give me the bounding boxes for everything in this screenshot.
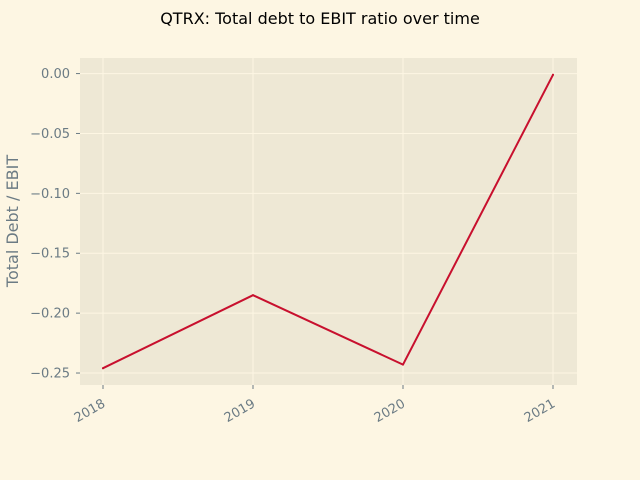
data-point bbox=[102, 367, 104, 370]
grid bbox=[80, 58, 577, 385]
y-tick-label: 0.00 bbox=[41, 67, 70, 82]
plot-area bbox=[80, 58, 577, 385]
y-tick-label: −0.15 bbox=[30, 247, 70, 262]
x-tick-label: 2018 bbox=[72, 396, 108, 426]
chart-title: QTRX: Total debt to EBIT ratio over time bbox=[160, 9, 480, 28]
y-tick-label: −0.10 bbox=[30, 187, 70, 202]
x-tick-label: 2020 bbox=[372, 396, 408, 426]
x-tick-label: 2021 bbox=[522, 396, 558, 426]
y-axis-label: Total Debt / EBIT bbox=[3, 155, 22, 288]
x-tick-label: 2019 bbox=[222, 396, 258, 426]
data-point bbox=[402, 363, 404, 366]
series-line bbox=[102, 73, 554, 370]
y-tick-label: −0.25 bbox=[30, 367, 70, 382]
x-axis: 2018 2019 2020 2021 bbox=[72, 385, 558, 426]
y-tick-label: −0.05 bbox=[30, 127, 70, 142]
series-layer bbox=[102, 73, 554, 370]
data-point bbox=[252, 294, 254, 297]
y-tick-label: −0.20 bbox=[30, 307, 70, 322]
data-point bbox=[552, 73, 554, 76]
y-axis: 0.00 −0.05 −0.10 −0.15 −0.20 −0.25 bbox=[30, 67, 80, 382]
